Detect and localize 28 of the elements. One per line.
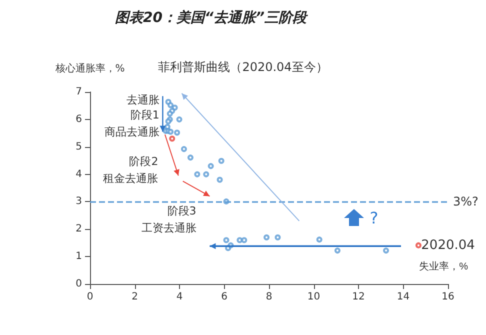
y-tick-label: 3 (76, 196, 82, 208)
y-tick-label: 1 (76, 251, 82, 262)
x-tick-label: 4 (176, 292, 183, 302)
x-tick-label: 0 (86, 292, 94, 302)
y-tick-label: 0 (76, 278, 82, 290)
annotation: 阶段2 租金去通胀 (103, 155, 158, 186)
y-tick-label: 2 (76, 224, 82, 235)
x-axis-title: 失业率，% (419, 260, 468, 272)
y-tick-label: 7 (76, 86, 82, 98)
x-tick-label: 8 (266, 292, 272, 302)
ref-line-label: 3%? (453, 194, 478, 209)
annotation: 2020.04 (421, 238, 475, 253)
chart-subtitle: 菲利普斯曲线（2020.04至今） (158, 60, 328, 74)
x-tick-label: 6 (221, 292, 228, 302)
x-tick-label: 12 (352, 292, 365, 302)
y-axis-title: 核心通胀率，% (54, 62, 125, 74)
x-tick-label: 16 (442, 292, 454, 302)
annotation: ? (370, 208, 378, 228)
annotation: 阶段3 工资去通胀 (141, 204, 196, 235)
x-tick-label: 2 (132, 292, 138, 302)
chart-title: 图表20：美国“去通胀”三阶段 (115, 9, 309, 26)
y-tick-label: 6 (76, 114, 82, 125)
annotation: 去通胀 (126, 94, 160, 107)
annotation: 阶段1 商品去通胀 (104, 108, 160, 139)
y-tick-label: 5 (76, 141, 82, 152)
x-tick-label: 14 (396, 292, 410, 302)
y-tick-label: 4 (76, 168, 82, 180)
x-tick-label: 10 (307, 292, 320, 302)
